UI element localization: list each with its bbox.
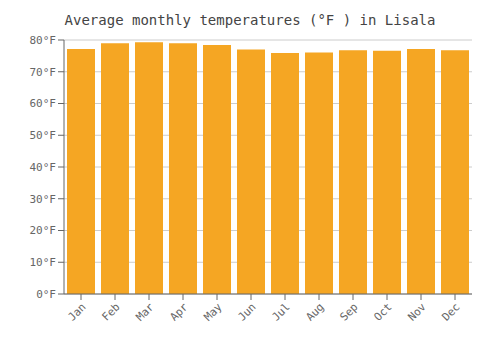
svg-text:0°F: 0°F (36, 288, 56, 301)
svg-text:10°F: 10°F (30, 256, 57, 269)
svg-text:Mar: Mar (133, 300, 157, 324)
svg-text:70°F: 70°F (30, 66, 57, 79)
svg-text:Sep: Sep (337, 300, 360, 323)
svg-text:Oct: Oct (371, 300, 394, 323)
svg-text:May: May (201, 300, 225, 324)
svg-text:Feb: Feb (99, 300, 122, 323)
svg-text:40°F: 40°F (30, 161, 57, 174)
svg-text:Apr: Apr (167, 300, 191, 324)
svg-text:Nov: Nov (405, 300, 429, 324)
svg-text:30°F: 30°F (30, 193, 57, 206)
svg-text:60°F: 60°F (30, 97, 57, 110)
svg-text:50°F: 50°F (30, 129, 57, 142)
html-text:Average monthly temperatures (: Average monthly temperatures (°F ) in Li… (64, 12, 436, 28)
svg-text:Aug: Aug (303, 300, 326, 323)
svg-text:Jan: Jan (65, 300, 88, 323)
svg-text:Dec: Dec (439, 300, 462, 323)
svg-text:Jul: Jul (269, 300, 292, 323)
svg-text:80°F: 80°F (30, 34, 57, 47)
svg-text:20°F: 20°F (30, 224, 57, 237)
svg-text:Jun: Jun (235, 300, 258, 323)
